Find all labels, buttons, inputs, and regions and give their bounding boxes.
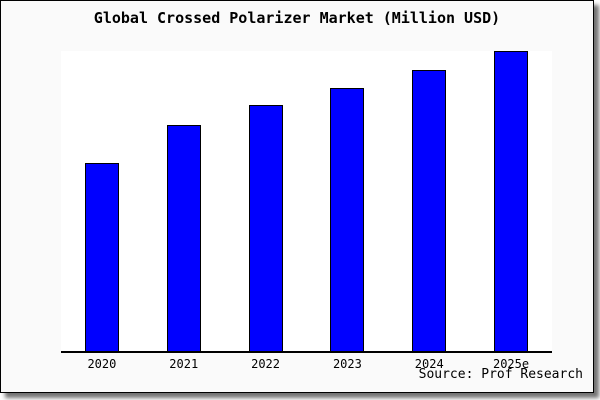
x-tick-label-2022: 2022 bbox=[251, 357, 281, 371]
bar-series bbox=[61, 51, 552, 351]
plot-area bbox=[61, 51, 552, 353]
x-tick-label-2021: 2021 bbox=[169, 357, 199, 371]
bar-slot-2023 bbox=[306, 51, 388, 351]
bar-2020 bbox=[84, 162, 119, 351]
x-axis-labels: 2020 2021 2022 2023 2024 2025e bbox=[61, 357, 552, 371]
bar-2023 bbox=[330, 87, 365, 351]
x-tick-label-2020: 2020 bbox=[87, 357, 117, 371]
x-tick-label-2023: 2023 bbox=[332, 357, 362, 371]
bar-2022 bbox=[248, 105, 283, 351]
chart-card: Global Crossed Polarizer Market (Million… bbox=[0, 0, 594, 393]
bar-slot-2020 bbox=[61, 51, 143, 351]
source-note: Source: Prof Research bbox=[418, 367, 583, 382]
bar-2021 bbox=[166, 125, 201, 351]
bar-2025e bbox=[494, 51, 529, 351]
bar-2024 bbox=[412, 69, 447, 351]
x-tick-label-2025e: 2025e bbox=[492, 357, 530, 371]
bar-slot-2024 bbox=[388, 51, 470, 351]
bar-slot-2025e bbox=[470, 51, 552, 351]
bar-slot-2021 bbox=[143, 51, 225, 351]
chart-title: Global Crossed Polarizer Market (Million… bbox=[93, 9, 501, 27]
bar-slot-2022 bbox=[225, 51, 307, 351]
x-tick-label-2024: 2024 bbox=[414, 357, 444, 371]
